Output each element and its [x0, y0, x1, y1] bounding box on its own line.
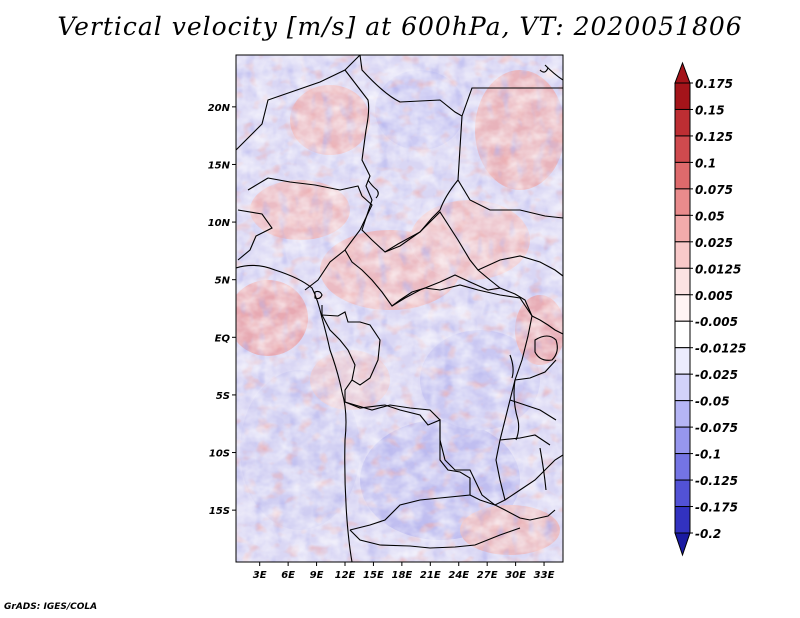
- lon-tick-label: 21E: [420, 570, 441, 581]
- lon-tick-label: 9E: [310, 570, 324, 581]
- colorbar-level-label: -0.175: [695, 501, 738, 515]
- colorbar-swatch: [674, 400, 691, 428]
- colorbar-swatch: [674, 135, 691, 163]
- lon-tick-label: 15E: [363, 570, 384, 581]
- colorbar-swatch: [674, 241, 691, 269]
- map-frame: [235, 54, 564, 563]
- lon-tick-label: 18E: [391, 570, 412, 581]
- niger-nigeria-border: [236, 69, 363, 261]
- lake-tanganyika: [513, 379, 520, 441]
- lake-malawi: [539, 447, 547, 491]
- colorbar-swatch: [674, 294, 691, 322]
- colorbar-level-label: -0.005: [695, 315, 738, 329]
- drc-border: [321, 284, 533, 506]
- lat-tick-label: 20N: [208, 103, 231, 114]
- colorbar-swatch: [674, 82, 691, 110]
- colorbar-swatch: [674, 453, 691, 481]
- lon-tick-label: 33E: [534, 570, 555, 581]
- colorbar-level-label: -0.1: [695, 448, 721, 462]
- gulf-of-suez-stroke: [539, 67, 549, 73]
- west-africa-coastline: [236, 264, 353, 562]
- colorbar-swatch: [674, 373, 691, 402]
- lon-tick-label: 30E: [505, 570, 526, 581]
- bioko-island: [314, 290, 323, 300]
- colorbar-level-label: 0.125: [695, 130, 733, 144]
- lake-chad: [367, 179, 379, 199]
- colorbar-top-arrow: [674, 61, 691, 84]
- lat-tick-label: 10S: [209, 449, 230, 460]
- colorbar-swatch: [674, 161, 691, 190]
- lon-tick-label: 12E: [335, 570, 356, 581]
- lat-tick-label: 15N: [208, 160, 231, 171]
- colorbar-swatch: [674, 479, 691, 508]
- lat-tick-label: EQ: [215, 333, 231, 344]
- lon-tick-label: 27E: [477, 570, 498, 581]
- red-sea-coast: [544, 64, 563, 81]
- lat-tick-label: 5N: [215, 276, 231, 287]
- lake-kivu: [509, 354, 514, 379]
- chad-border: [344, 55, 463, 253]
- country-borders: [236, 55, 563, 562]
- colorbar-level-label: -0.025: [695, 368, 738, 382]
- colorbar-level-label: -0.2: [695, 527, 721, 541]
- namibia-border: [349, 527, 521, 549]
- colorbar-swatch: [674, 506, 691, 534]
- colorbar-level-label: 0.15: [695, 103, 725, 117]
- lon-tick-label: 6E: [281, 570, 295, 581]
- lon-tick-label: 3E: [253, 570, 267, 581]
- map-title: Vertical velocity [m/s] at 600hPa, VT: 2…: [57, 12, 743, 41]
- colorbar-level-label: 0.05: [695, 209, 725, 223]
- car-border: [344, 211, 502, 307]
- colorbar-swatch: [674, 108, 691, 137]
- colorbar-level-label: -0.05: [695, 395, 730, 409]
- longitude-axis: 3E 6E 9E 12E 15E 18E 21E 24E 27E 30E 33E: [253, 562, 555, 581]
- colorbar-swatch: [674, 188, 691, 216]
- sudan-border: [457, 87, 563, 219]
- latitude-axis: 20N 15N 10N 5N EQ 5S 10S 15S: [208, 103, 236, 517]
- colorbar-level-label: 0.0125: [695, 262, 741, 276]
- colorbar: 0.175 0.15 0.125 0.1 0.075 0.05 0.025 0.0125 0.0…: [674, 61, 746, 557]
- angola-border: [344, 401, 471, 531]
- colorbar-level-label: 0.005: [695, 289, 733, 303]
- colorbar-level-label: 0.1: [695, 156, 716, 170]
- colorbar-level-label: 0.175: [695, 77, 733, 91]
- colorbar-level-label: 0.025: [695, 236, 733, 250]
- footer-credit: GrADS: IGES/COLA: [4, 602, 98, 612]
- colorbar-swatch: [674, 267, 691, 296]
- colorbar-swatch: [674, 320, 691, 349]
- colorbar-level-label: -0.125: [695, 474, 738, 488]
- colorbar-bottom-arrow: [674, 532, 691, 557]
- south-sudan-border: [477, 255, 563, 317]
- colorbar-level-label: 0.075: [695, 183, 733, 197]
- congo-gabon-border: [321, 311, 381, 386]
- lake-victoria: [534, 335, 558, 361]
- lat-tick-label: 5S: [216, 391, 230, 402]
- colorbar-level-label: -0.075: [695, 421, 738, 435]
- lon-tick-label: 24E: [448, 570, 469, 581]
- colorbar-level-label: -0.0125: [695, 342, 746, 356]
- colorbar-swatch: [674, 214, 691, 243]
- zambia-border: [469, 494, 556, 521]
- east-africa-border: [499, 315, 563, 501]
- colorbar-swatch: [674, 347, 691, 375]
- colorbar-swatch: [674, 426, 691, 455]
- lat-tick-label: 10N: [208, 218, 231, 229]
- map-panel: [236, 55, 563, 562]
- lat-tick-label: 15S: [209, 506, 230, 517]
